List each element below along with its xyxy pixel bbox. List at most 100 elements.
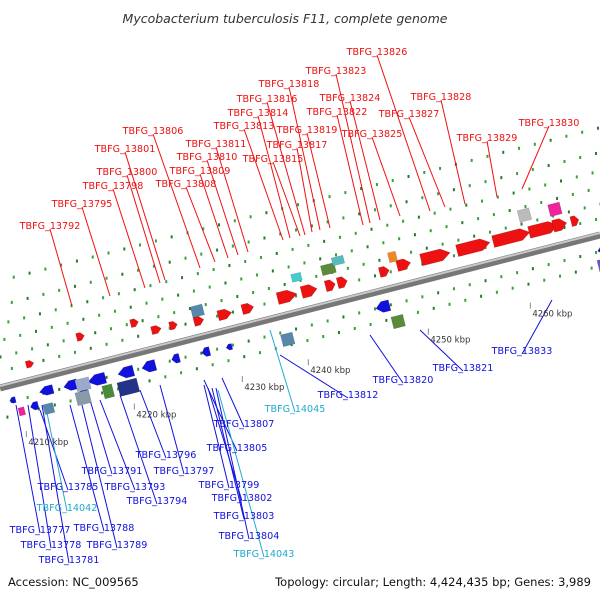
frame-dot xyxy=(306,339,309,343)
frame-dot xyxy=(200,351,203,355)
reverse-gene-arrow-shape xyxy=(30,400,40,411)
frame-dot xyxy=(310,224,313,228)
gene-label: TBFG_13826 xyxy=(346,47,408,58)
leader-line xyxy=(221,377,245,428)
frame-dot xyxy=(543,278,546,282)
gene-label: TBFG_13808 xyxy=(155,179,217,190)
misc-feature-box-shape xyxy=(330,254,346,267)
gene-label: TBFG_13815 xyxy=(242,154,304,165)
forward-gene-arrow-shape xyxy=(378,266,390,278)
frame-dot xyxy=(236,295,239,299)
frame-dot xyxy=(496,195,499,199)
forward-gene-arrow xyxy=(323,279,336,293)
frame-dot xyxy=(188,307,191,311)
reverse-gene-arrow-shape xyxy=(201,346,212,357)
frame-dot xyxy=(437,192,440,196)
leader-line xyxy=(266,101,306,236)
frame-dot xyxy=(413,233,416,237)
frame-dot xyxy=(184,355,187,359)
frame-dot xyxy=(512,191,515,195)
forward-gene-arrow xyxy=(455,238,491,257)
frame-dot xyxy=(44,267,47,271)
frame-dot xyxy=(583,206,586,210)
frame-dot xyxy=(28,271,31,275)
misc-feature-box xyxy=(74,376,92,393)
forward-gene-arrow-shape xyxy=(75,332,85,342)
frame-dot xyxy=(113,309,116,313)
misc-feature-box xyxy=(116,377,141,397)
frame-dot xyxy=(337,331,340,335)
frame-dot xyxy=(105,342,108,346)
reverse-gene-arrow-shape xyxy=(117,364,136,379)
gene-label: TBFG_13825 xyxy=(341,129,403,140)
gene-label: TBFG_13805 xyxy=(206,443,268,454)
frame-dot xyxy=(211,363,214,367)
frame-dot xyxy=(54,308,57,312)
gene-label: TBFG_13814 xyxy=(227,108,289,119)
reverse-gene-arrow xyxy=(117,364,136,379)
frame-dot xyxy=(402,219,405,223)
frame-dot xyxy=(148,379,151,383)
frame-dot xyxy=(42,358,45,362)
gene-label: TBFG_13806 xyxy=(122,126,184,137)
axis-band xyxy=(0,231,600,392)
frame-dot xyxy=(233,219,236,223)
frame-dot xyxy=(441,242,444,246)
forward-gene-arrow xyxy=(168,320,178,331)
misc-feature-box-shape xyxy=(17,406,27,417)
misc-feature-box-shape xyxy=(390,313,406,330)
tick-label: 4220 kbp xyxy=(136,411,176,421)
frame-dot xyxy=(587,188,590,192)
frame-dot xyxy=(405,299,408,303)
misc-feature-box-shape xyxy=(547,201,563,217)
leader-line xyxy=(27,404,52,549)
forward-gene-arrow xyxy=(569,215,580,227)
forward-gene-arrow-shape xyxy=(323,279,336,293)
gene-label: TBFG_14043 xyxy=(233,549,295,560)
frame-dot xyxy=(249,215,252,219)
frame-dot xyxy=(133,288,136,292)
frame-dot xyxy=(62,339,65,343)
frame-dot xyxy=(452,287,455,291)
leader-line xyxy=(152,133,201,269)
frame-dot xyxy=(184,256,187,260)
gene-label: TBFG_13827 xyxy=(378,109,440,120)
frame-dot xyxy=(549,138,552,142)
forward-gene-arrow xyxy=(335,276,348,289)
frame-dot xyxy=(524,205,527,209)
forward-gene-arrow-shape xyxy=(395,258,411,272)
gene-label: TBFG_13816 xyxy=(236,94,298,105)
frame-dot xyxy=(295,327,298,331)
frame-dot xyxy=(358,212,361,216)
forward-gene-arrow-shape xyxy=(150,325,162,335)
frame-dot xyxy=(263,335,266,339)
frame-dot xyxy=(391,179,394,183)
forward-gene-arrow-shape xyxy=(168,320,178,331)
misc-feature-box-shape xyxy=(74,376,92,393)
frame-dot xyxy=(477,217,480,221)
frame-dot xyxy=(448,302,451,306)
frame-dot xyxy=(46,343,49,347)
frame-dot xyxy=(240,277,243,281)
frame-dot xyxy=(480,294,483,298)
frame-dot xyxy=(344,191,347,195)
frame-dot xyxy=(110,327,113,331)
forward-gene-arrow-shape xyxy=(240,303,255,315)
frame-dot xyxy=(224,281,227,285)
frame-dot xyxy=(511,286,514,290)
frame-dot xyxy=(366,245,369,249)
frame-dot xyxy=(216,248,219,252)
frame-dot xyxy=(168,260,171,264)
frame-dot xyxy=(180,371,183,375)
misc-feature-box-shape xyxy=(74,389,92,407)
misc-feature-box xyxy=(42,402,56,415)
gene-label: TBFG_13824 xyxy=(319,93,381,104)
reverse-gene-arrow xyxy=(39,384,55,396)
frame-dot xyxy=(231,310,234,314)
leader-line xyxy=(199,173,229,259)
frame-dot xyxy=(216,314,219,318)
frame-dot xyxy=(335,253,338,257)
frame-dot xyxy=(342,315,345,319)
frame-dot xyxy=(200,252,203,256)
leader-line xyxy=(376,54,431,212)
